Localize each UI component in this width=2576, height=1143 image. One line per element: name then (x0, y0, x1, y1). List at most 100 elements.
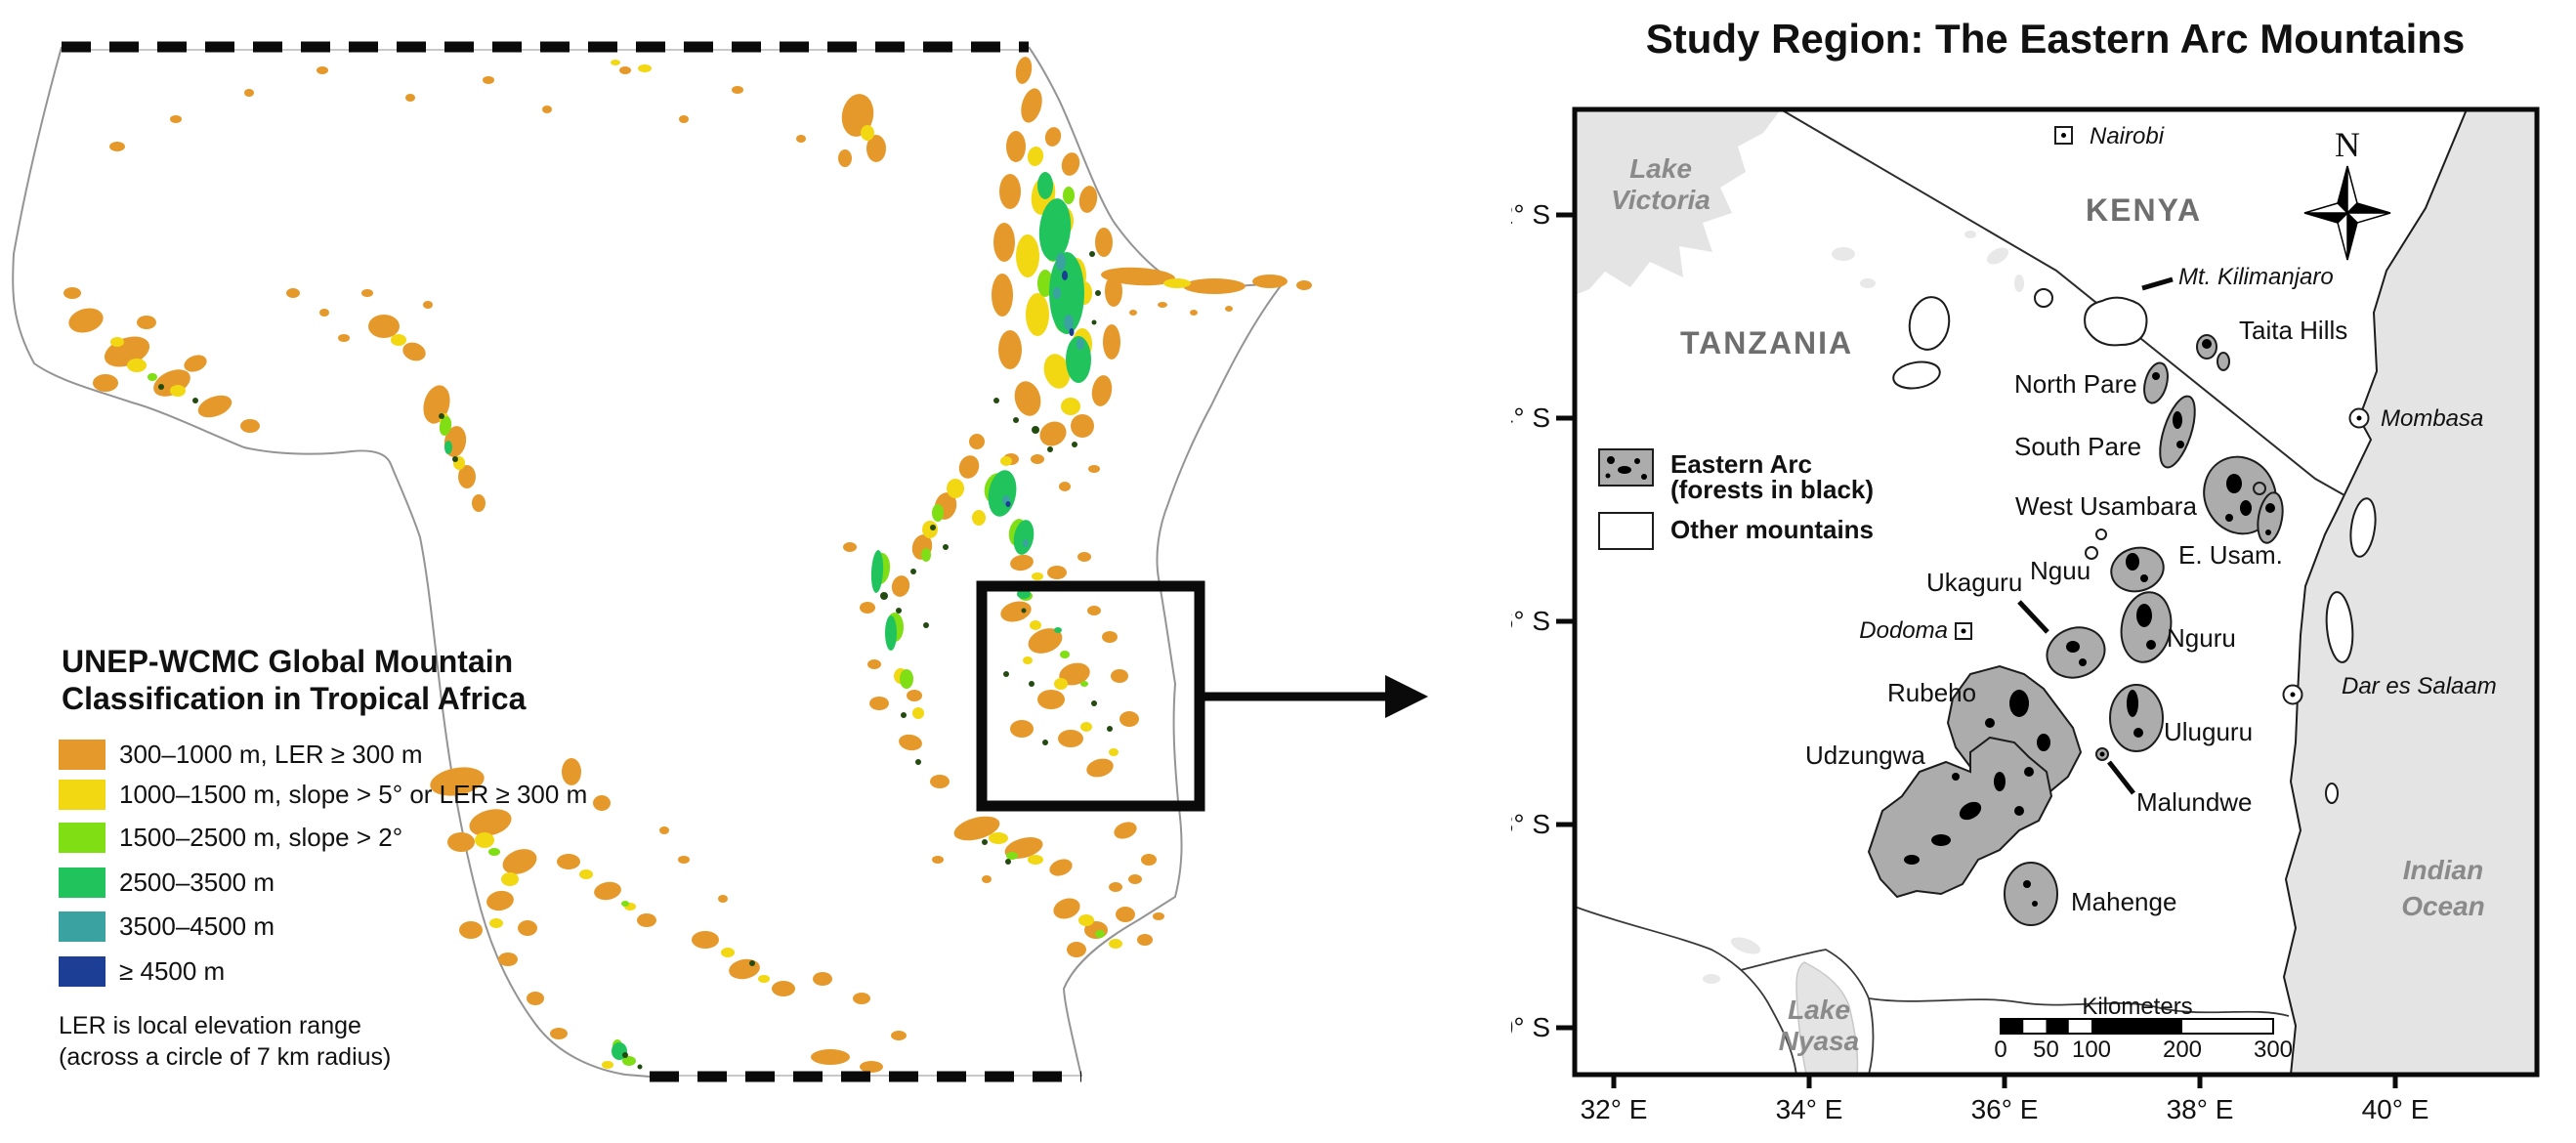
small-lakes (1703, 231, 2024, 984)
scale-50: 50 (2033, 1037, 2059, 1063)
legend-item: 300–1000 m, LER ≥ 300 m (59, 740, 423, 770)
indian-ocean-label-1: Indian (2403, 855, 2483, 885)
islands (2325, 497, 2377, 804)
left-title-line1: UNEP-WCMC Global Mountain (62, 644, 513, 679)
kilimanjaro-leader (2141, 276, 2174, 291)
legend-item: 3500–4500 m (59, 911, 274, 942)
compass-rose: N (2303, 125, 2391, 261)
study-area-box (976, 580, 1205, 812)
eastern-arc-blocks (1867, 334, 2284, 926)
dodoma-label: Dodoma (1859, 617, 1948, 644)
scale-200: 200 (2163, 1037, 2202, 1063)
scale-100: 100 (2072, 1037, 2111, 1063)
scale-0: 0 (1994, 1037, 2006, 1063)
legend-swatch-2 (59, 780, 106, 810)
legend-label-3: 1500–2500 m, slope > 2° (119, 823, 402, 852)
legend-swatch-3 (59, 823, 106, 853)
africa-classification-map: UNEP-WCMC Global Mountain Classification… (12, 41, 1428, 1082)
lon-tick-34e: 34° E (1776, 1094, 1843, 1124)
dodoma-marker (1955, 622, 1972, 640)
other-mountains-swatch (1598, 512, 1654, 550)
latitude-axis: 2° S 4° S 6° S 8° S 10° S (1511, 199, 1576, 1042)
rubeho-label: Rubeho (1887, 678, 1976, 707)
lat-tick-10s: 10° S (1511, 1012, 1550, 1042)
lake-nyasa-label-2: Nyasa (1779, 1026, 1860, 1056)
other-mountain-blocks (1892, 288, 2148, 560)
forest-patches (1904, 339, 2275, 907)
mahenge-block (2004, 862, 2058, 926)
uluguru-block (2109, 684, 2164, 752)
kilimanjaro-label: Mt. Kilimanjaro (2178, 264, 2334, 290)
legend-swatch-5 (59, 911, 106, 942)
udzungwa-label: Udzungwa (1805, 741, 1925, 770)
dark-speckles (158, 251, 1113, 1070)
legend-item: ≥ 4500 m (59, 956, 225, 987)
legend-swatch-4 (59, 868, 106, 898)
patches-3500-4500m (1002, 253, 1084, 547)
compass-n-label: N (2335, 125, 2360, 164)
legend-label-5: 3500–4500 m (119, 911, 274, 941)
ukaguru-leader (2017, 600, 2049, 634)
lat-tick-4s: 4° S (1511, 402, 1550, 433)
lon-tick-32e: 32° E (1581, 1094, 1648, 1124)
nguru-block (2120, 591, 2173, 663)
kilimanjaro-outline (2084, 296, 2148, 347)
lat-tick-8s: 8° S (1511, 809, 1550, 839)
lon-tick-40e: 40° E (2362, 1094, 2429, 1124)
country-borders (1574, 906, 2290, 1076)
left-title-line2: Classification in Tropical Africa (62, 681, 527, 716)
legend-label-2: 1000–1500 m, slope > 5° or LER ≥ 300 m (119, 780, 587, 809)
legend-item: 1000–1500 m, slope > 5° or LER ≥ 300 m (59, 780, 587, 810)
lake-victoria-area (1575, 109, 1781, 295)
west-usambara-label: West Usambara (2015, 491, 2197, 521)
patches-above-4500m (1005, 271, 1075, 507)
kenya-tanzania-border (1780, 108, 2345, 496)
indian-ocean-area (2282, 108, 2538, 1076)
ukaguru-block (2046, 626, 2106, 679)
lon-tick-36e: 36° E (1971, 1094, 2039, 1124)
lat-tick-6s: 6° S (1511, 606, 1550, 636)
kenya-label: KENYA (2086, 192, 2202, 228)
lake-nyasa-label-1: Lake (1788, 995, 1850, 1025)
zanzibar-island (2325, 591, 2354, 663)
lake-victoria-label-2: Victoria (1611, 185, 1710, 215)
malundwe-label: Malundwe (2136, 787, 2253, 817)
nguu-label: Nguu (2030, 556, 2090, 585)
malundwe-leader (2107, 760, 2135, 795)
nairobi-marker (2054, 126, 2073, 145)
dar-es-salaam-label: Dar es Salaam (2342, 673, 2497, 699)
zoom-arrow (1204, 675, 1428, 718)
nguru-label: Nguru (2167, 623, 2236, 653)
indian-ocean-label-2: Ocean (2401, 891, 2485, 921)
west-usambara-block (2203, 455, 2277, 535)
ler-note-line1: LER is local elevation range (59, 1012, 361, 1039)
legend-item: 1500–2500 m, slope > 2° (59, 823, 402, 853)
legend-swatch-6 (59, 956, 106, 987)
nairobi-label: Nairobi (2090, 123, 2165, 149)
scale-300: 300 (2254, 1037, 2293, 1063)
mombasa-label: Mombasa (2381, 405, 2483, 432)
eastern-arc-swatch-forest (1605, 456, 1647, 480)
south-pare-label: South Pare (2014, 432, 2141, 461)
other-mountains-legend-label: Other mountains (1670, 515, 1874, 544)
east-usambara-block (2257, 491, 2284, 544)
lon-tick-38e: 38° E (2167, 1094, 2234, 1124)
mahenge-label: Mahenge (2071, 887, 2176, 916)
tanzania-label: TANZANIA (1680, 325, 1853, 360)
dar-es-salaam-marker (2282, 684, 2303, 705)
east-usambara-label: E. Usam. (2178, 540, 2283, 570)
eastern-arc-legend-label-2: (forests in black) (1670, 475, 1874, 504)
lat-tick-2s: 2° S (1511, 199, 1550, 230)
legend-label-1: 300–1000 m, LER ≥ 300 m (119, 740, 423, 769)
south-pare-block (2159, 395, 2196, 469)
ler-note-line2: (across a circle of 7 km radius) (59, 1043, 391, 1071)
scale-bar-title: Kilometers (2082, 994, 2192, 1020)
lake-victoria-label-1: Lake (1629, 153, 1692, 184)
legend-swatch-1 (59, 740, 106, 770)
legend-label-6: ≥ 4500 m (119, 956, 225, 986)
legend-item: 2500–3500 m (59, 868, 274, 898)
eastern-arc-legend-label-1: Eastern Arc (1670, 449, 1812, 479)
ukaguru-label: Ukaguru (1926, 568, 2022, 597)
patches-2500-3500m (444, 172, 1091, 1060)
